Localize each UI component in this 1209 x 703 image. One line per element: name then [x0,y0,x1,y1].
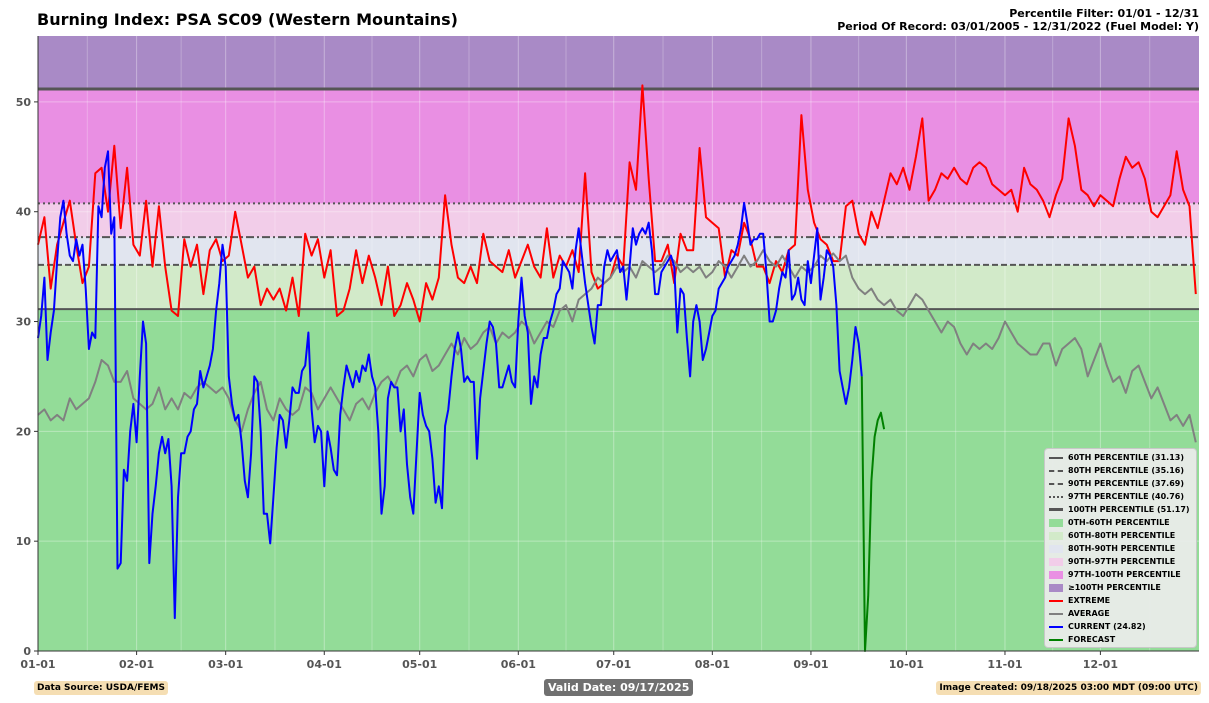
band-3 [38,203,1199,238]
x-tick-label: 01-01 [20,658,55,671]
series-line [37,249,1197,443]
legend-swatch [1049,557,1063,566]
y-tick-label: 10 [16,535,32,548]
legend-item: 90TH PERCENTILE (37.69) [1049,477,1184,490]
x-tick-label: 10-01 [889,658,924,671]
legend-item: 97TH PERCENTILE (40.76) [1049,490,1184,503]
legend-line-swatch [1049,495,1063,498]
legend-label: 60TH-80TH PERCENTILE [1068,531,1176,540]
chart-legend: 60TH PERCENTILE (31.13) 80TH PERCENTILE (… [1044,448,1197,648]
legend-item: 60TH-80TH PERCENTILE [1049,529,1175,542]
x-tick-label: 08-01 [695,658,730,671]
legend-label: 90TH-97TH PERCENTILE [1068,557,1176,566]
y-tick-label: 20 [16,425,32,438]
x-tick-label: 07-01 [596,658,631,671]
axes: 01-01 02-01 03-01 04-01 05-01 06-01 07-01 08-01… [16,36,1199,671]
legend-label: AVERAGE [1068,609,1110,618]
x-tick-label: 09-01 [793,658,828,671]
legend-swatch [1049,544,1063,553]
percentile-filter-text: Percentile Filter: 01/01 - 12/31 [1009,7,1199,20]
legend-line-swatch [1049,508,1063,511]
legend-item: 0TH-60TH PERCENTILE [1049,516,1170,529]
chart-title: Burning Index: PSA SC09 (Western Mountai… [37,10,458,29]
legend-label: 80TH PERCENTILE (35.16) [1068,466,1184,475]
legend-item: ≥100TH PERCENTILE [1049,581,1161,594]
grid-lines [37,36,1199,652]
legend-line-swatch [1049,638,1063,641]
y-tick-label: 50 [16,96,32,109]
band-4 [38,89,1199,204]
legend-item: FORECAST [1049,633,1115,646]
legend-line-swatch [1049,625,1063,628]
band-5 [38,36,1199,90]
image-created-badge: Image Created: 09/18/2025 03:00 MDT (09:… [936,681,1201,695]
data-source-badge: Data Source: USDA/FEMS [34,681,168,695]
legend-item: EXTREME [1049,594,1110,607]
legend-item: CURRENT (24.82) [1049,620,1146,633]
x-tick-label: 04-01 [307,658,342,671]
period-of-record-text: Period Of Record: 03/01/2005 - 12/31/202… [837,20,1199,33]
legend-line-swatch [1049,482,1063,485]
legend-label: 80TH-90TH PERCENTILE [1068,544,1176,553]
chart-meta: Percentile Filter: 01/01 - 12/31 Period … [837,7,1199,33]
legend-label: 60TH PERCENTILE (31.13) [1068,453,1184,462]
valid-date-badge: Valid Date: 09/17/2025 [544,679,694,696]
legend-item: AVERAGE [1049,607,1110,620]
band-0 [38,309,1199,651]
x-tick-label: 12-01 [1083,658,1118,671]
legend-line-swatch [1049,599,1063,602]
legend-label: CURRENT (24.82) [1068,622,1146,631]
x-tick-label: 03-01 [208,658,243,671]
legend-item: 97TH-100TH PERCENTILE [1049,568,1181,581]
legend-label: EXTREME [1068,596,1111,605]
y-tick-label: 40 [16,206,32,219]
legend-item: 80TH PERCENTILE (35.16) [1049,464,1184,477]
legend-item: 60TH PERCENTILE (31.13) [1049,451,1184,464]
legend-label: 97TH-100TH PERCENTILE [1068,570,1181,579]
data-series [37,84,1197,652]
legend-swatch [1049,570,1063,579]
legend-swatch [1049,583,1063,592]
legend-label: FORECAST [1068,635,1116,644]
y-tick-label: 0 [23,645,31,658]
legend-item: 100TH PERCENTILE (51.17) [1049,503,1190,516]
series-line [37,150,863,620]
legend-label: 100TH PERCENTILE (51.17) [1068,505,1190,514]
percentile-bands [38,36,1199,651]
legend-label: 90TH PERCENTILE (37.69) [1068,479,1184,488]
legend-item: 80TH-90TH PERCENTILE [1049,542,1175,555]
series-line [860,376,886,652]
legend-label: 0TH-60TH PERCENTILE [1068,518,1170,527]
x-tick-label: 05-01 [402,658,437,671]
legend-label: ≥100TH PERCENTILE [1068,583,1161,592]
legend-item: 90TH-97TH PERCENTILE [1049,555,1175,568]
x-tick-label: 02-01 [119,658,154,671]
y-tick-label: 30 [16,316,32,329]
band-1 [38,264,1199,310]
x-tick-label: 06-01 [501,658,536,671]
legend-label: 97TH PERCENTILE (40.76) [1068,492,1184,501]
legend-line-swatch [1049,456,1063,459]
legend-line-swatch [1049,469,1063,472]
legend-line-swatch [1049,612,1063,615]
legend-swatch [1049,531,1063,540]
x-tick-label: 11-01 [987,658,1022,671]
legend-swatch [1049,518,1063,527]
